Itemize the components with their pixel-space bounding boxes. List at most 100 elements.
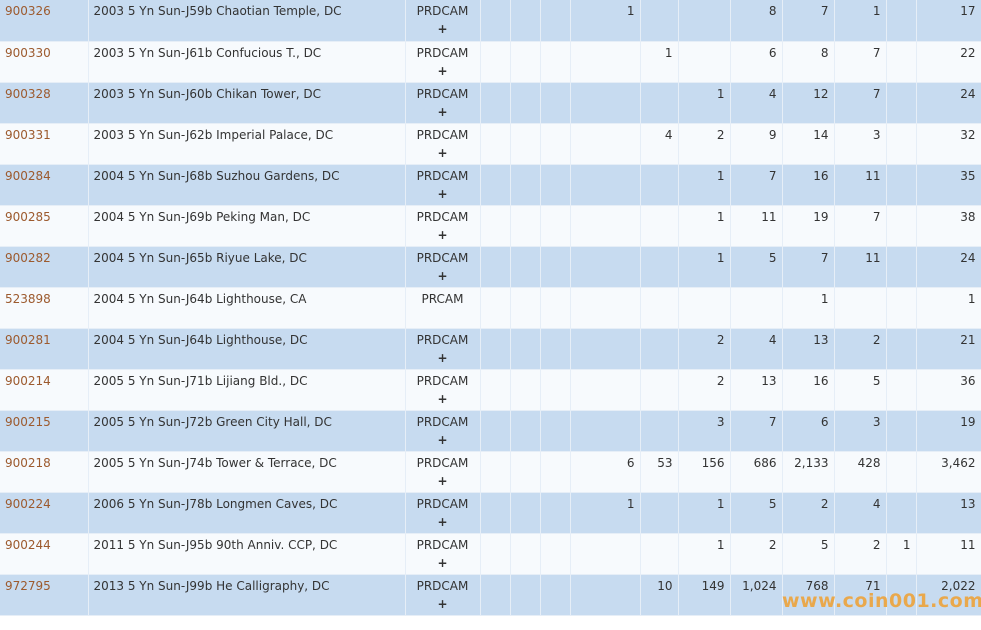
count-cell bbox=[510, 123, 541, 165]
count-cell bbox=[540, 328, 571, 370]
count-cell: 3 bbox=[678, 410, 731, 452]
count-cell bbox=[886, 451, 917, 493]
coin-name: 2006 5 Yn Sun-J78b Longmen Caves, DC bbox=[93, 496, 338, 511]
id-cell: 900218 bbox=[0, 451, 89, 493]
count-value: 3 bbox=[872, 127, 881, 142]
id-cell: 900214 bbox=[0, 369, 89, 411]
count-cell: 21 bbox=[916, 328, 981, 370]
count-cell bbox=[570, 574, 641, 616]
count-value: 21 bbox=[960, 332, 976, 347]
name-cell: 2013 5 Yn Sun-J99b He Calligraphy, DC bbox=[88, 574, 406, 616]
count-value: 35 bbox=[960, 168, 976, 183]
count-cell: 3,462 bbox=[916, 451, 981, 493]
count-value: 2 bbox=[768, 537, 777, 552]
plus-mark: + bbox=[437, 473, 448, 488]
grade-cell: PRDCAM + bbox=[405, 492, 481, 534]
count-cell bbox=[640, 369, 679, 411]
table-row: 900282 2004 5 Yn Sun-J65b Riyue Lake, DC P… bbox=[0, 246, 981, 288]
population-table: 900326 2003 5 Yn Sun-J59b Chaotian Temple… bbox=[0, 0, 981, 616]
plus-mark: + bbox=[437, 350, 448, 365]
coin-name: 2004 5 Yn Sun-J65b Riyue Lake, DC bbox=[93, 250, 307, 265]
plus-mark: + bbox=[437, 22, 448, 36]
count-cell bbox=[480, 369, 511, 411]
table-row: 900331 2003 5 Yn Sun-J62b Imperial Palace… bbox=[0, 123, 981, 165]
id-cell: 900285 bbox=[0, 205, 89, 247]
count-cell: 11 bbox=[834, 246, 887, 288]
count-cell bbox=[886, 0, 917, 42]
count-cell: 768 bbox=[782, 574, 835, 616]
count-cell: 8 bbox=[782, 41, 835, 83]
count-cell bbox=[540, 451, 571, 493]
coin-id-link[interactable]: 900224 bbox=[5, 496, 51, 511]
count-value: 12 bbox=[813, 86, 829, 101]
count-value: 7 bbox=[768, 414, 777, 429]
coin-name: 2005 5 Yn Sun-J72b Green City Hall, DC bbox=[93, 414, 332, 429]
coin-id-link[interactable]: 900244 bbox=[5, 537, 51, 552]
coin-id-link[interactable]: 900281 bbox=[5, 332, 51, 347]
count-cell: 1 bbox=[678, 533, 731, 575]
count-value: 13 bbox=[960, 496, 976, 511]
coin-id-link[interactable]: 900214 bbox=[5, 373, 51, 388]
coin-name: 2003 5 Yn Sun-J60b Chikan Tower, DC bbox=[93, 86, 321, 101]
grade-cell: PRDCAM + bbox=[405, 328, 481, 370]
count-cell bbox=[480, 451, 511, 493]
count-value: 53 bbox=[657, 455, 673, 470]
name-cell: 2004 5 Yn Sun-J69b Peking Man, DC bbox=[88, 205, 406, 247]
coin-name: 2013 5 Yn Sun-J99b He Calligraphy, DC bbox=[93, 578, 330, 593]
coin-id-link[interactable]: 900331 bbox=[5, 127, 51, 142]
count-cell bbox=[480, 533, 511, 575]
grade-label: PRDCAM bbox=[416, 4, 469, 18]
grade-label: PRDCAM bbox=[416, 496, 469, 511]
count-cell: 6 bbox=[782, 410, 835, 452]
count-cell bbox=[640, 164, 679, 206]
count-cell bbox=[640, 287, 679, 329]
id-cell: 900282 bbox=[0, 246, 89, 288]
count-cell bbox=[480, 287, 511, 329]
coin-id-link[interactable]: 900330 bbox=[5, 45, 51, 60]
count-value: 8 bbox=[768, 4, 777, 18]
plus-mark: + bbox=[437, 391, 448, 406]
count-cell: 24 bbox=[916, 82, 981, 124]
name-cell: 2004 5 Yn Sun-J64b Lighthouse, DC bbox=[88, 328, 406, 370]
count-cell bbox=[834, 287, 887, 329]
coin-id-link[interactable]: 900326 bbox=[5, 4, 51, 18]
count-cell: 3 bbox=[834, 410, 887, 452]
count-cell bbox=[510, 82, 541, 124]
count-cell bbox=[570, 287, 641, 329]
plus-mark: + bbox=[437, 555, 448, 570]
coin-id-link[interactable]: 900218 bbox=[5, 455, 51, 470]
name-cell: 2004 5 Yn Sun-J68b Suzhou Gardens, DC bbox=[88, 164, 406, 206]
grade-label: PRDCAM bbox=[416, 168, 469, 183]
grade-cell: PRDCAM + bbox=[405, 82, 481, 124]
coin-id-link[interactable]: 900284 bbox=[5, 168, 51, 183]
coin-name: 2004 5 Yn Sun-J68b Suzhou Gardens, DC bbox=[93, 168, 340, 183]
count-value: 1 bbox=[716, 496, 725, 511]
name-cell: 2005 5 Yn Sun-J72b Green City Hall, DC bbox=[88, 410, 406, 452]
count-cell: 32 bbox=[916, 123, 981, 165]
coin-id-link[interactable]: 900282 bbox=[5, 250, 51, 265]
count-value: 1 bbox=[716, 168, 725, 183]
grade-label: PRDCAM bbox=[416, 250, 469, 265]
count-value: 2,133 bbox=[794, 455, 829, 470]
coin-id-link[interactable]: 900285 bbox=[5, 209, 51, 224]
coin-id-link[interactable]: 900328 bbox=[5, 86, 51, 101]
count-cell bbox=[640, 205, 679, 247]
name-cell: 2005 5 Yn Sun-J74b Tower & Terrace, DC bbox=[88, 451, 406, 493]
count-cell: 1 bbox=[640, 41, 679, 83]
count-cell bbox=[540, 205, 571, 247]
coin-id-link[interactable]: 900215 bbox=[5, 414, 51, 429]
coin-id-link[interactable]: 972795 bbox=[5, 578, 51, 593]
count-cell bbox=[480, 492, 511, 534]
coin-name: 2003 5 Yn Sun-J61b Confucious T., DC bbox=[93, 45, 322, 60]
grade-cell: PRDCAM + bbox=[405, 205, 481, 247]
coin-id-link[interactable]: 523898 bbox=[5, 291, 51, 306]
count-value: 13 bbox=[813, 332, 829, 347]
count-cell bbox=[510, 410, 541, 452]
plus-mark: + bbox=[437, 596, 448, 611]
count-cell bbox=[570, 205, 641, 247]
count-cell bbox=[510, 246, 541, 288]
count-cell: 6 bbox=[570, 451, 641, 493]
count-cell: 19 bbox=[782, 205, 835, 247]
count-cell bbox=[570, 41, 641, 83]
count-value: 24 bbox=[960, 250, 976, 265]
